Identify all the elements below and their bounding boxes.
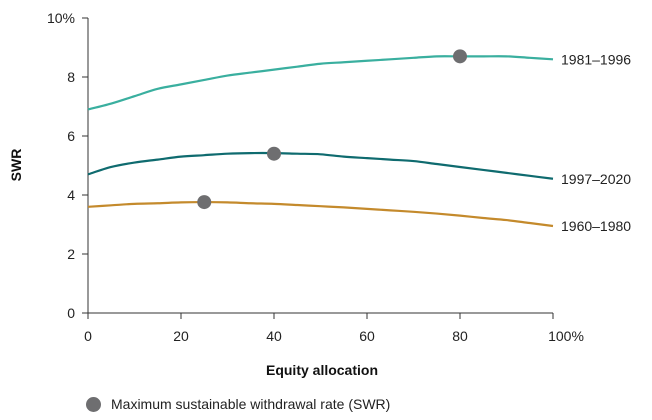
line-chart: 0 2 4 6 8 10% 0 20 40 60 80 100% 1981–1996 1997–202… (8, 10, 631, 378)
legend-marker-icon (86, 396, 101, 412)
series-0: 1981–1996 (87, 49, 631, 111)
y-tick-label: 4 (67, 187, 75, 203)
series-line (87, 55, 554, 111)
series-label: 1997–2020 (561, 171, 631, 187)
x-tick-label: 40 (266, 328, 282, 344)
series-1: 1997–2020 (87, 146, 631, 187)
x-tick-label: 100% (548, 328, 584, 344)
x-axis: 0 20 40 60 80 100% (84, 312, 584, 344)
y-tick-label: 6 (67, 128, 75, 144)
y-tick-label: 8 (67, 69, 75, 85)
y-tick-label: 0 (67, 305, 75, 321)
series-2: 1960–1980 (87, 195, 631, 234)
max-swr-marker (197, 195, 212, 210)
max-swr-marker (267, 146, 281, 161)
x-tick-label: 0 (84, 328, 92, 344)
x-axis-title: Equity allocation (266, 362, 378, 378)
y-tick-label: 10% (47, 10, 75, 26)
legend: Maximum sustainable withdrawal rate (SWR… (86, 396, 390, 412)
y-axis-title: SWR (8, 149, 24, 182)
series-line (87, 151, 554, 180)
series-label: 1960–1980 (561, 218, 631, 234)
series-layer: 1981–1996 1997–2020 1960–1980 (87, 49, 631, 234)
x-tick-label: 80 (452, 328, 468, 344)
y-tick-label: 2 (67, 246, 75, 262)
max-swr-marker (453, 49, 467, 64)
legend-label: Maximum sustainable withdrawal rate (SWR… (111, 396, 391, 412)
series-label: 1981–1996 (561, 51, 631, 67)
series-line (87, 200, 554, 228)
y-axis: 0 2 4 6 8 10% (47, 10, 89, 321)
x-tick-label: 60 (359, 328, 375, 344)
x-tick-label: 20 (173, 328, 189, 344)
